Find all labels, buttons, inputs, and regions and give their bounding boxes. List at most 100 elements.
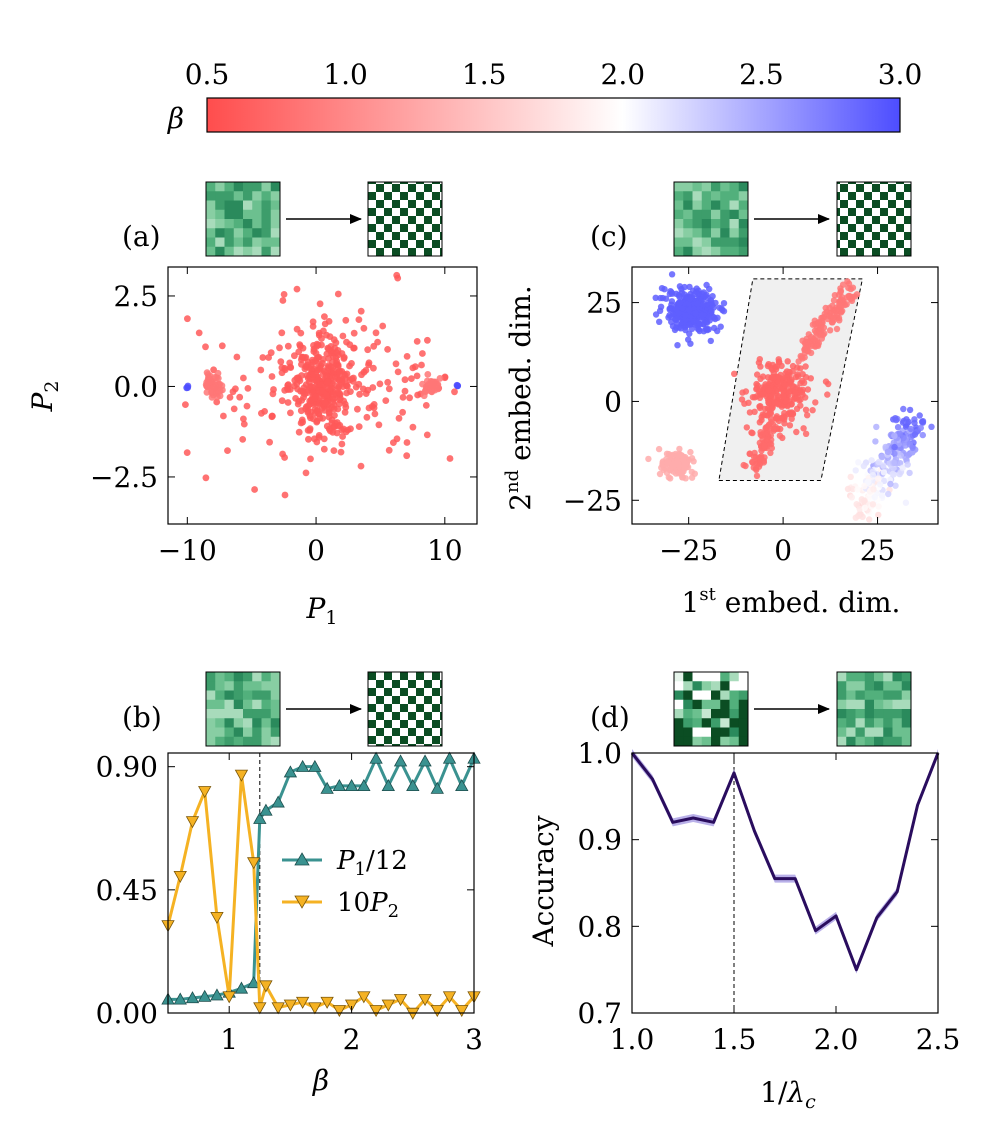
scatter-point [277,358,285,366]
scatter-point [370,364,377,372]
y-tick-label: 1.0 [577,737,622,770]
lattice-cell [261,736,272,747]
line-marker [442,991,457,1004]
lattice-cell [692,228,703,238]
scatter-point [783,368,791,375]
scatter-point [897,452,904,459]
lattice-cell [683,699,693,710]
lattice-cell [270,191,281,201]
scatter-point [663,469,671,476]
scatter-point [907,425,915,433]
panel-b-xlabel: β [312,1064,329,1097]
y-tick-label: 0.00 [96,997,158,1030]
lattice-cell [233,246,244,257]
lattice-cell [864,718,875,728]
scatter-point [849,284,857,291]
lattice-cell [729,200,740,211]
scatter-point [704,294,712,302]
lattice-cell [711,200,721,211]
line-marker [185,816,200,829]
lattice-cell [215,718,225,728]
panel-b-legend: P1/12 10P2 [282,846,408,922]
scatter-point [343,338,350,346]
line-marker [173,870,187,883]
thumb-c-input [673,181,749,257]
lattice-cell [243,736,253,747]
scatter-point [355,423,363,430]
scatter-point [337,448,345,456]
lattice-cell [674,209,684,220]
lattice-cell [738,672,749,682]
scatter-point [392,360,400,368]
lattice-cell [738,209,749,220]
scatter-point [269,390,277,398]
scatter-point [354,405,361,413]
scatter-point [839,281,847,288]
scatter-point [681,283,688,291]
lattice-cell [692,237,703,248]
scatter-point [295,428,303,436]
scatter-point [318,335,325,342]
lattice-cell [224,246,235,257]
lattice-cell [692,200,703,211]
scatter-point [338,440,346,448]
line-marker [198,786,212,799]
scatter-point [882,443,889,451]
line-marker [259,803,273,816]
line-marker [271,795,285,808]
scatter-point [830,297,838,304]
lattice-cell [729,228,740,238]
scatter-point [780,375,787,382]
scatter-point [224,447,231,454]
scatter-point [376,380,384,388]
line-marker [308,1002,322,1015]
line-marker [442,751,457,764]
lattice-cell [243,690,253,701]
x-tick-label: 10 [427,534,463,567]
scatter-point [278,369,286,377]
scatter-point [372,329,380,337]
thumb-b-input [205,671,281,747]
scatter-point [385,385,393,393]
scatter-point [321,313,328,320]
lattice-cell [692,681,703,691]
scatter-point [236,393,244,401]
scatter-point [666,306,673,313]
lattice-cell [874,699,884,710]
lattice-cell [252,727,262,738]
lattice-cell [711,219,721,229]
scatter-point [259,354,267,361]
scatter-point [330,336,338,344]
scatter-point [884,448,892,456]
lattice-cell [892,727,903,738]
lattice-cell [206,699,216,710]
lattice-cell [738,736,749,747]
scatter-point [339,332,347,340]
scatter-point [309,415,317,423]
scatter-point [657,303,665,310]
scatter-point [686,295,694,303]
scatter-point [399,408,406,416]
lattice-cell [864,681,875,691]
scatter-point [311,435,318,443]
y-tick-label: 0.9 [577,824,622,857]
scatter-point [906,469,913,477]
lattice-cell [224,690,235,701]
scatter-point [655,445,663,453]
lattice-cell [243,200,253,211]
scatter-point [756,419,763,426]
lattice-cell [711,709,721,719]
lattice-cell [233,718,244,728]
scatter-point [347,388,354,395]
scatter-point [321,399,329,407]
scatter-point [202,343,209,351]
lattice-cell [711,672,721,682]
thumb-d-output [836,671,912,747]
scatter-point [382,397,390,404]
scatter-point [340,354,348,361]
scatter-point [848,494,855,501]
lattice-cell [837,672,847,682]
lattice-cell [883,672,893,682]
scatter-point [676,283,684,290]
scatter-point [385,446,393,454]
